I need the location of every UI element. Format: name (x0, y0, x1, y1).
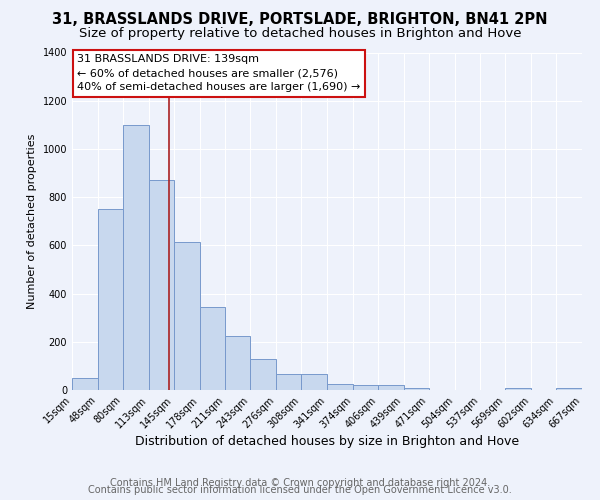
Text: 31 BRASSLANDS DRIVE: 139sqm
← 60% of detached houses are smaller (2,576)
40% of : 31 BRASSLANDS DRIVE: 139sqm ← 60% of det… (77, 54, 361, 92)
Bar (353, 385, 378, 390)
Bar (505, 388, 531, 390)
Bar (404, 388, 428, 390)
Text: Size of property relative to detached houses in Brighton and Hove: Size of property relative to detached ho… (79, 28, 521, 40)
Bar (123, 125, 149, 390)
Bar (250, 358, 276, 390)
Bar (199, 307, 226, 390)
Text: 31, BRASSLANDS DRIVE, PORTSLADE, BRIGHTON, BN41 2PN: 31, BRASSLANDS DRIVE, PORTSLADE, BRIGHTO… (52, 12, 548, 28)
Bar (301, 374, 327, 390)
Bar (98, 209, 123, 390)
Text: Contains public sector information licensed under the Open Government Licence v3: Contains public sector information licen… (88, 485, 512, 495)
Bar (556, 388, 582, 390)
Bar (327, 384, 353, 390)
Bar (72, 378, 98, 390)
Bar (276, 374, 301, 390)
X-axis label: Distribution of detached houses by size in Brighton and Hove: Distribution of detached houses by size … (135, 436, 519, 448)
Bar (173, 242, 199, 390)
Y-axis label: Number of detached properties: Number of detached properties (27, 134, 37, 309)
Bar (226, 336, 250, 390)
Bar (378, 385, 404, 390)
Text: Contains HM Land Registry data © Crown copyright and database right 2024.: Contains HM Land Registry data © Crown c… (110, 478, 490, 488)
Bar (149, 180, 173, 390)
